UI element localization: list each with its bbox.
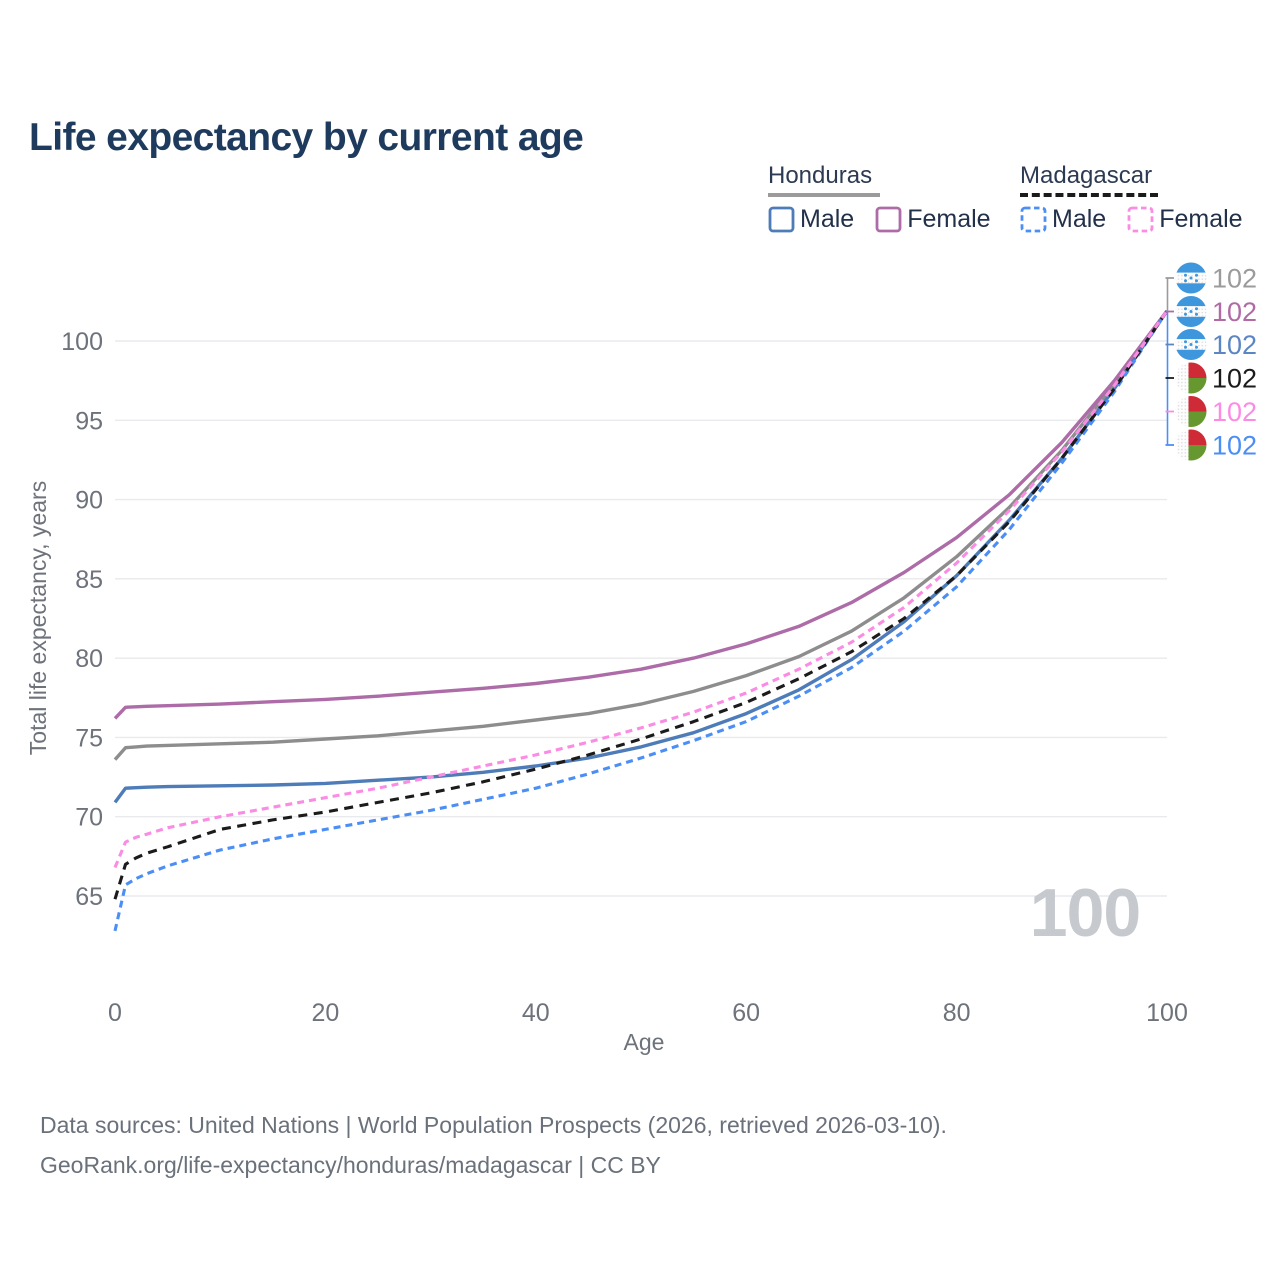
- legend-swatch-honduras-female-icon: [875, 206, 902, 233]
- legend-item-label: Female: [907, 205, 991, 233]
- end-value-label-honduras-male: 102: [1212, 330, 1257, 360]
- end-value-label-madagascar-female: 102: [1212, 397, 1257, 427]
- x-tick-label: 80: [943, 999, 971, 1027]
- legend-item-label: Female: [1159, 205, 1243, 233]
- gridlines: [115, 340, 1167, 897]
- end-value-label-madagascar-all: 102: [1212, 364, 1257, 394]
- y-tick-label: 70: [75, 804, 103, 832]
- series-lines: [113, 309, 1169, 932]
- y-tick-label: 95: [75, 407, 103, 435]
- y-axis-title: Total life expectancy, years: [25, 481, 51, 755]
- madagascar-flag-icon: [1175, 362, 1207, 394]
- honduras-flag-icon: [1175, 296, 1207, 327]
- series-line-madagascar-all[interactable]: [113, 310, 1169, 900]
- madagascar-flag-icon: [1175, 429, 1207, 461]
- y-tick-label: 90: [75, 487, 103, 515]
- y-axis-tick-labels: 65 70 75 80 85 90 95 100: [61, 328, 103, 911]
- legend-group-madagascar: Madagascar Male Female: [1020, 162, 1264, 234]
- legend-swatch-honduras-male-icon: [768, 206, 795, 233]
- series-line-honduras-all[interactable]: [113, 309, 1169, 761]
- legend-item-label: Male: [1052, 205, 1107, 233]
- legend-underline-madagascar: [1020, 193, 1158, 197]
- x-tick-label: 20: [311, 999, 339, 1027]
- legend-item-madagascar-male[interactable]: Male: [1020, 205, 1106, 234]
- series-line-honduras-female[interactable]: [113, 309, 1169, 720]
- x-tick-label: 40: [522, 999, 550, 1027]
- y-tick-label: 65: [75, 883, 103, 911]
- footer-data-sources: Data sources: United Nations | World Pop…: [40, 1112, 947, 1138]
- end-value-label-honduras-female: 102: [1212, 297, 1257, 327]
- legend-underline-honduras: [768, 193, 880, 197]
- end-value-label-honduras-all: 102: [1212, 264, 1257, 294]
- legend-swatch-madagascar-male-icon: [1020, 206, 1047, 233]
- madagascar-flag-icon: [1175, 396, 1207, 427]
- y-tick-label: 85: [75, 566, 103, 594]
- x-axis-tick-labels: 0 20 40 60 80 100: [108, 999, 1188, 1027]
- legend-item-honduras-male[interactable]: Male: [768, 205, 854, 234]
- legend-item-label: Male: [800, 205, 855, 233]
- y-tick-label: 75: [75, 724, 103, 752]
- honduras-flag-icon: [1175, 262, 1207, 294]
- x-tick-label: 60: [732, 999, 760, 1027]
- legend-swatch-madagascar-female-icon: [1127, 206, 1154, 233]
- legend-item-madagascar-female[interactable]: Female: [1127, 205, 1243, 234]
- x-tick-label: 0: [108, 999, 122, 1027]
- page-title: Life expectancy by current age: [29, 116, 584, 160]
- legend-item-honduras-female[interactable]: Female: [875, 205, 991, 234]
- footer: Data sources: United Nations | World Pop…: [40, 1105, 947, 1185]
- legend-group-honduras: Honduras Male Female: [768, 162, 1012, 234]
- y-tick-label: 80: [75, 645, 103, 673]
- legend-items-madagascar: Male Female: [1020, 205, 1264, 234]
- x-tick-label: 100: [1146, 999, 1188, 1027]
- y-tick-label: 100: [61, 328, 103, 356]
- honduras-flag-icon: [1175, 329, 1207, 360]
- series-line-madagascar-male[interactable]: [113, 310, 1169, 932]
- end-value-label-madagascar-male: 102: [1212, 431, 1257, 461]
- footer-attribution-link[interactable]: GeoRank.org/life-expectancy/honduras/mad…: [40, 1152, 661, 1178]
- legend-items-honduras: Male Female: [768, 205, 1012, 234]
- hovered-age-label: 100: [1029, 875, 1141, 951]
- legend-country-label-honduras: Honduras: [768, 162, 873, 189]
- legend-country-label-madagascar: Madagascar: [1020, 162, 1153, 189]
- series-line-madagascar-female[interactable]: [113, 310, 1169, 869]
- x-axis-title: Age: [624, 1029, 665, 1055]
